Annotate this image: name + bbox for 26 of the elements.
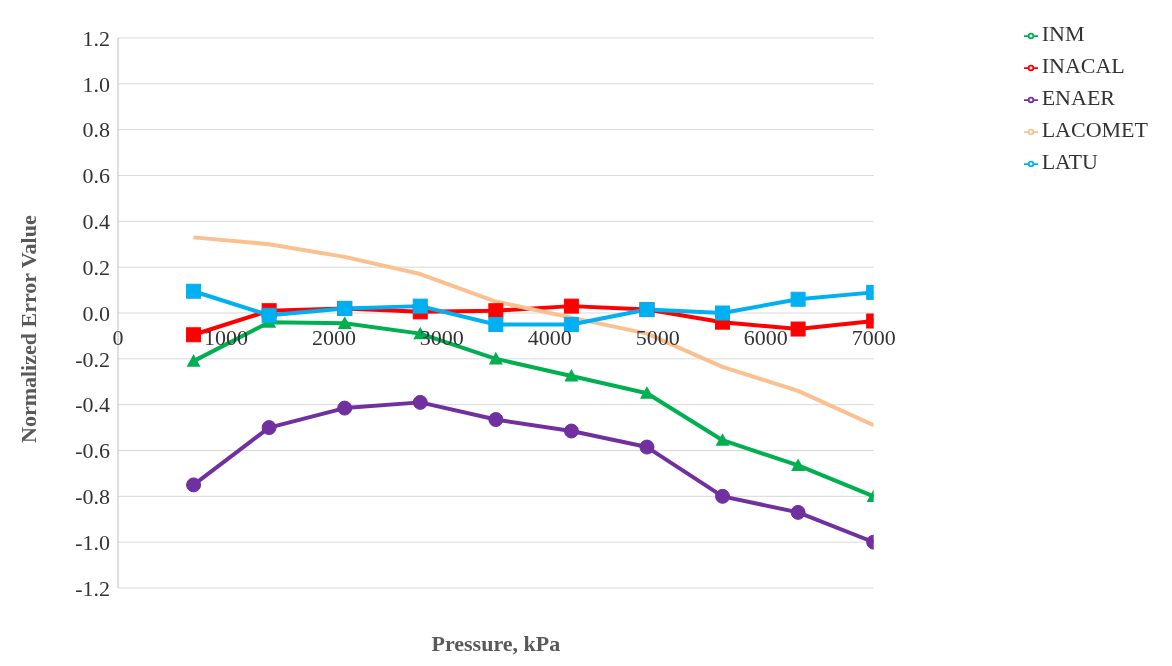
y-tick-label: 0.6 — [82, 163, 110, 189]
y-tick-label: 1.2 — [82, 25, 110, 51]
y-tick-label: 0.2 — [82, 254, 110, 280]
legend-label: LACOMET — [1041, 117, 1148, 142]
y-tick-label: 0.8 — [82, 117, 110, 143]
y-tick-label: -1.2 — [75, 575, 110, 601]
x-tick-label: 2000 — [311, 325, 356, 350]
y-tick-label: -0.4 — [75, 392, 110, 418]
y-tick-label: -0.8 — [75, 484, 110, 510]
x-tick-label: 4000 — [527, 325, 572, 350]
x-axis-title: Pressure, kPa — [431, 631, 561, 656]
legend-label: ENAER — [1041, 85, 1115, 110]
y-tick-label: 0.4 — [82, 209, 110, 235]
legend-label: LATU — [1041, 149, 1098, 174]
x-tick-label: 0 — [112, 325, 124, 350]
x-tick-label: 5000 — [635, 325, 680, 350]
legend-label: INACAL — [1041, 53, 1125, 78]
y-tick-label: 1.0 — [82, 71, 110, 97]
y-tick-label: -0.2 — [75, 346, 110, 372]
y-tick-label: 0.0 — [82, 300, 110, 326]
y-axis-title: Normalized Error Value — [15, 215, 41, 443]
y-tick-label: -0.6 — [75, 438, 110, 464]
x-tick-label: 6000 — [743, 325, 788, 350]
legend-label: INM — [1041, 21, 1085, 46]
y-tick-label: -1.0 — [75, 529, 110, 555]
x-tick-label: 7000 — [851, 325, 896, 350]
